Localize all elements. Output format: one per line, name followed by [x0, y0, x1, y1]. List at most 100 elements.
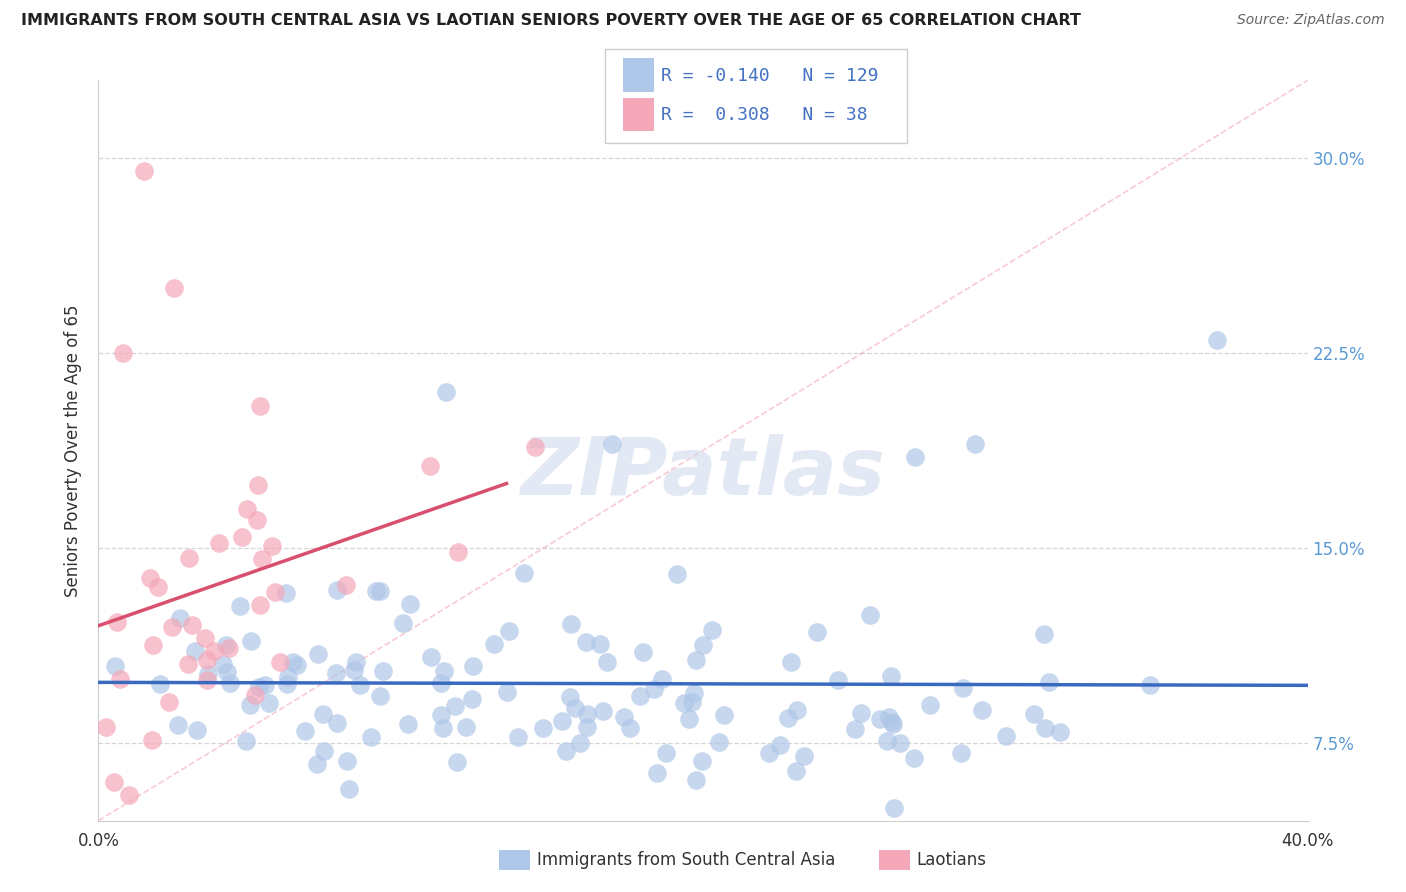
Point: [786, 703, 808, 717]
Point: [785, 764, 807, 779]
Point: [498, 624, 520, 638]
Point: [496, 684, 519, 698]
Point: [628, 690, 651, 704]
Point: [685, 653, 707, 667]
Point: [215, 665, 238, 680]
Point: [246, 513, 269, 527]
Point: [325, 666, 347, 681]
Point: [631, 645, 654, 659]
Point: [285, 657, 308, 672]
Point: [1032, 626, 1054, 640]
Point: [444, 699, 467, 714]
Point: [249, 598, 271, 612]
Point: [551, 714, 574, 728]
Point: [531, 721, 554, 735]
Point: [447, 544, 470, 558]
Point: [195, 673, 218, 687]
Point: [589, 637, 612, 651]
Point: [235, 733, 257, 747]
Point: [396, 717, 419, 731]
Point: [247, 478, 270, 492]
Point: [889, 736, 911, 750]
Point: [262, 540, 284, 554]
Point: [250, 552, 273, 566]
Point: [456, 720, 478, 734]
Point: [460, 692, 482, 706]
Point: [793, 748, 815, 763]
Point: [96, 721, 118, 735]
Point: [337, 782, 360, 797]
Point: [157, 696, 180, 710]
Point: [179, 550, 201, 565]
Point: [576, 720, 599, 734]
Point: [678, 712, 700, 726]
Point: [713, 708, 735, 723]
Point: [558, 690, 581, 705]
Point: [776, 710, 799, 724]
Point: [952, 681, 974, 695]
Point: [104, 658, 127, 673]
Point: [229, 599, 252, 614]
Point: [859, 608, 882, 623]
Point: [274, 586, 297, 600]
Point: [336, 754, 359, 768]
Point: [103, 774, 125, 789]
Point: [176, 657, 198, 672]
Point: [568, 736, 591, 750]
Point: [269, 656, 291, 670]
Y-axis label: Seniors Poverty Over the Age of 65: Seniors Poverty Over the Age of 65: [65, 304, 83, 597]
Point: [239, 634, 262, 648]
Point: [194, 631, 217, 645]
Point: [277, 670, 299, 684]
Point: [305, 756, 328, 771]
Point: [596, 655, 619, 669]
Text: IMMIGRANTS FROM SOUTH CENTRAL ASIA VS LAOTIAN SENIORS POVERTY OVER THE AGE OF 65: IMMIGRANTS FROM SOUTH CENTRAL ASIA VS LA…: [21, 13, 1081, 29]
Point: [264, 585, 287, 599]
Point: [307, 647, 329, 661]
Point: [965, 437, 987, 451]
Point: [432, 664, 454, 678]
Point: [882, 717, 904, 731]
Point: [844, 722, 866, 736]
Point: [343, 663, 366, 677]
Point: [231, 530, 253, 544]
Point: [758, 747, 780, 761]
Point: [681, 694, 703, 708]
Point: [312, 706, 335, 721]
Point: [186, 723, 208, 737]
Point: [249, 399, 271, 413]
Point: [645, 765, 668, 780]
Point: [869, 712, 891, 726]
Point: [392, 616, 415, 631]
Point: [575, 635, 598, 649]
Point: [970, 703, 993, 717]
Point: [314, 744, 336, 758]
Point: [564, 700, 586, 714]
Point: [554, 744, 576, 758]
Point: [326, 715, 349, 730]
Point: [160, 620, 183, 634]
Point: [613, 710, 636, 724]
Point: [592, 704, 614, 718]
Point: [430, 707, 453, 722]
Point: [276, 677, 298, 691]
Point: [368, 689, 391, 703]
Text: Immigrants from South Central Asia: Immigrants from South Central Asia: [537, 851, 835, 869]
Point: [183, 644, 205, 658]
Point: [666, 567, 689, 582]
Point: [654, 746, 676, 760]
Point: [512, 566, 534, 580]
Point: [105, 615, 128, 630]
Point: [506, 730, 529, 744]
Point: [254, 678, 277, 692]
Point: [1206, 333, 1229, 347]
Point: [111, 346, 134, 360]
Point: [236, 501, 259, 516]
Point: [139, 571, 162, 585]
Point: [181, 617, 204, 632]
Point: [602, 437, 624, 451]
Point: [419, 458, 441, 473]
Point: [202, 644, 225, 658]
Point: [619, 722, 641, 736]
Point: [1022, 706, 1045, 721]
